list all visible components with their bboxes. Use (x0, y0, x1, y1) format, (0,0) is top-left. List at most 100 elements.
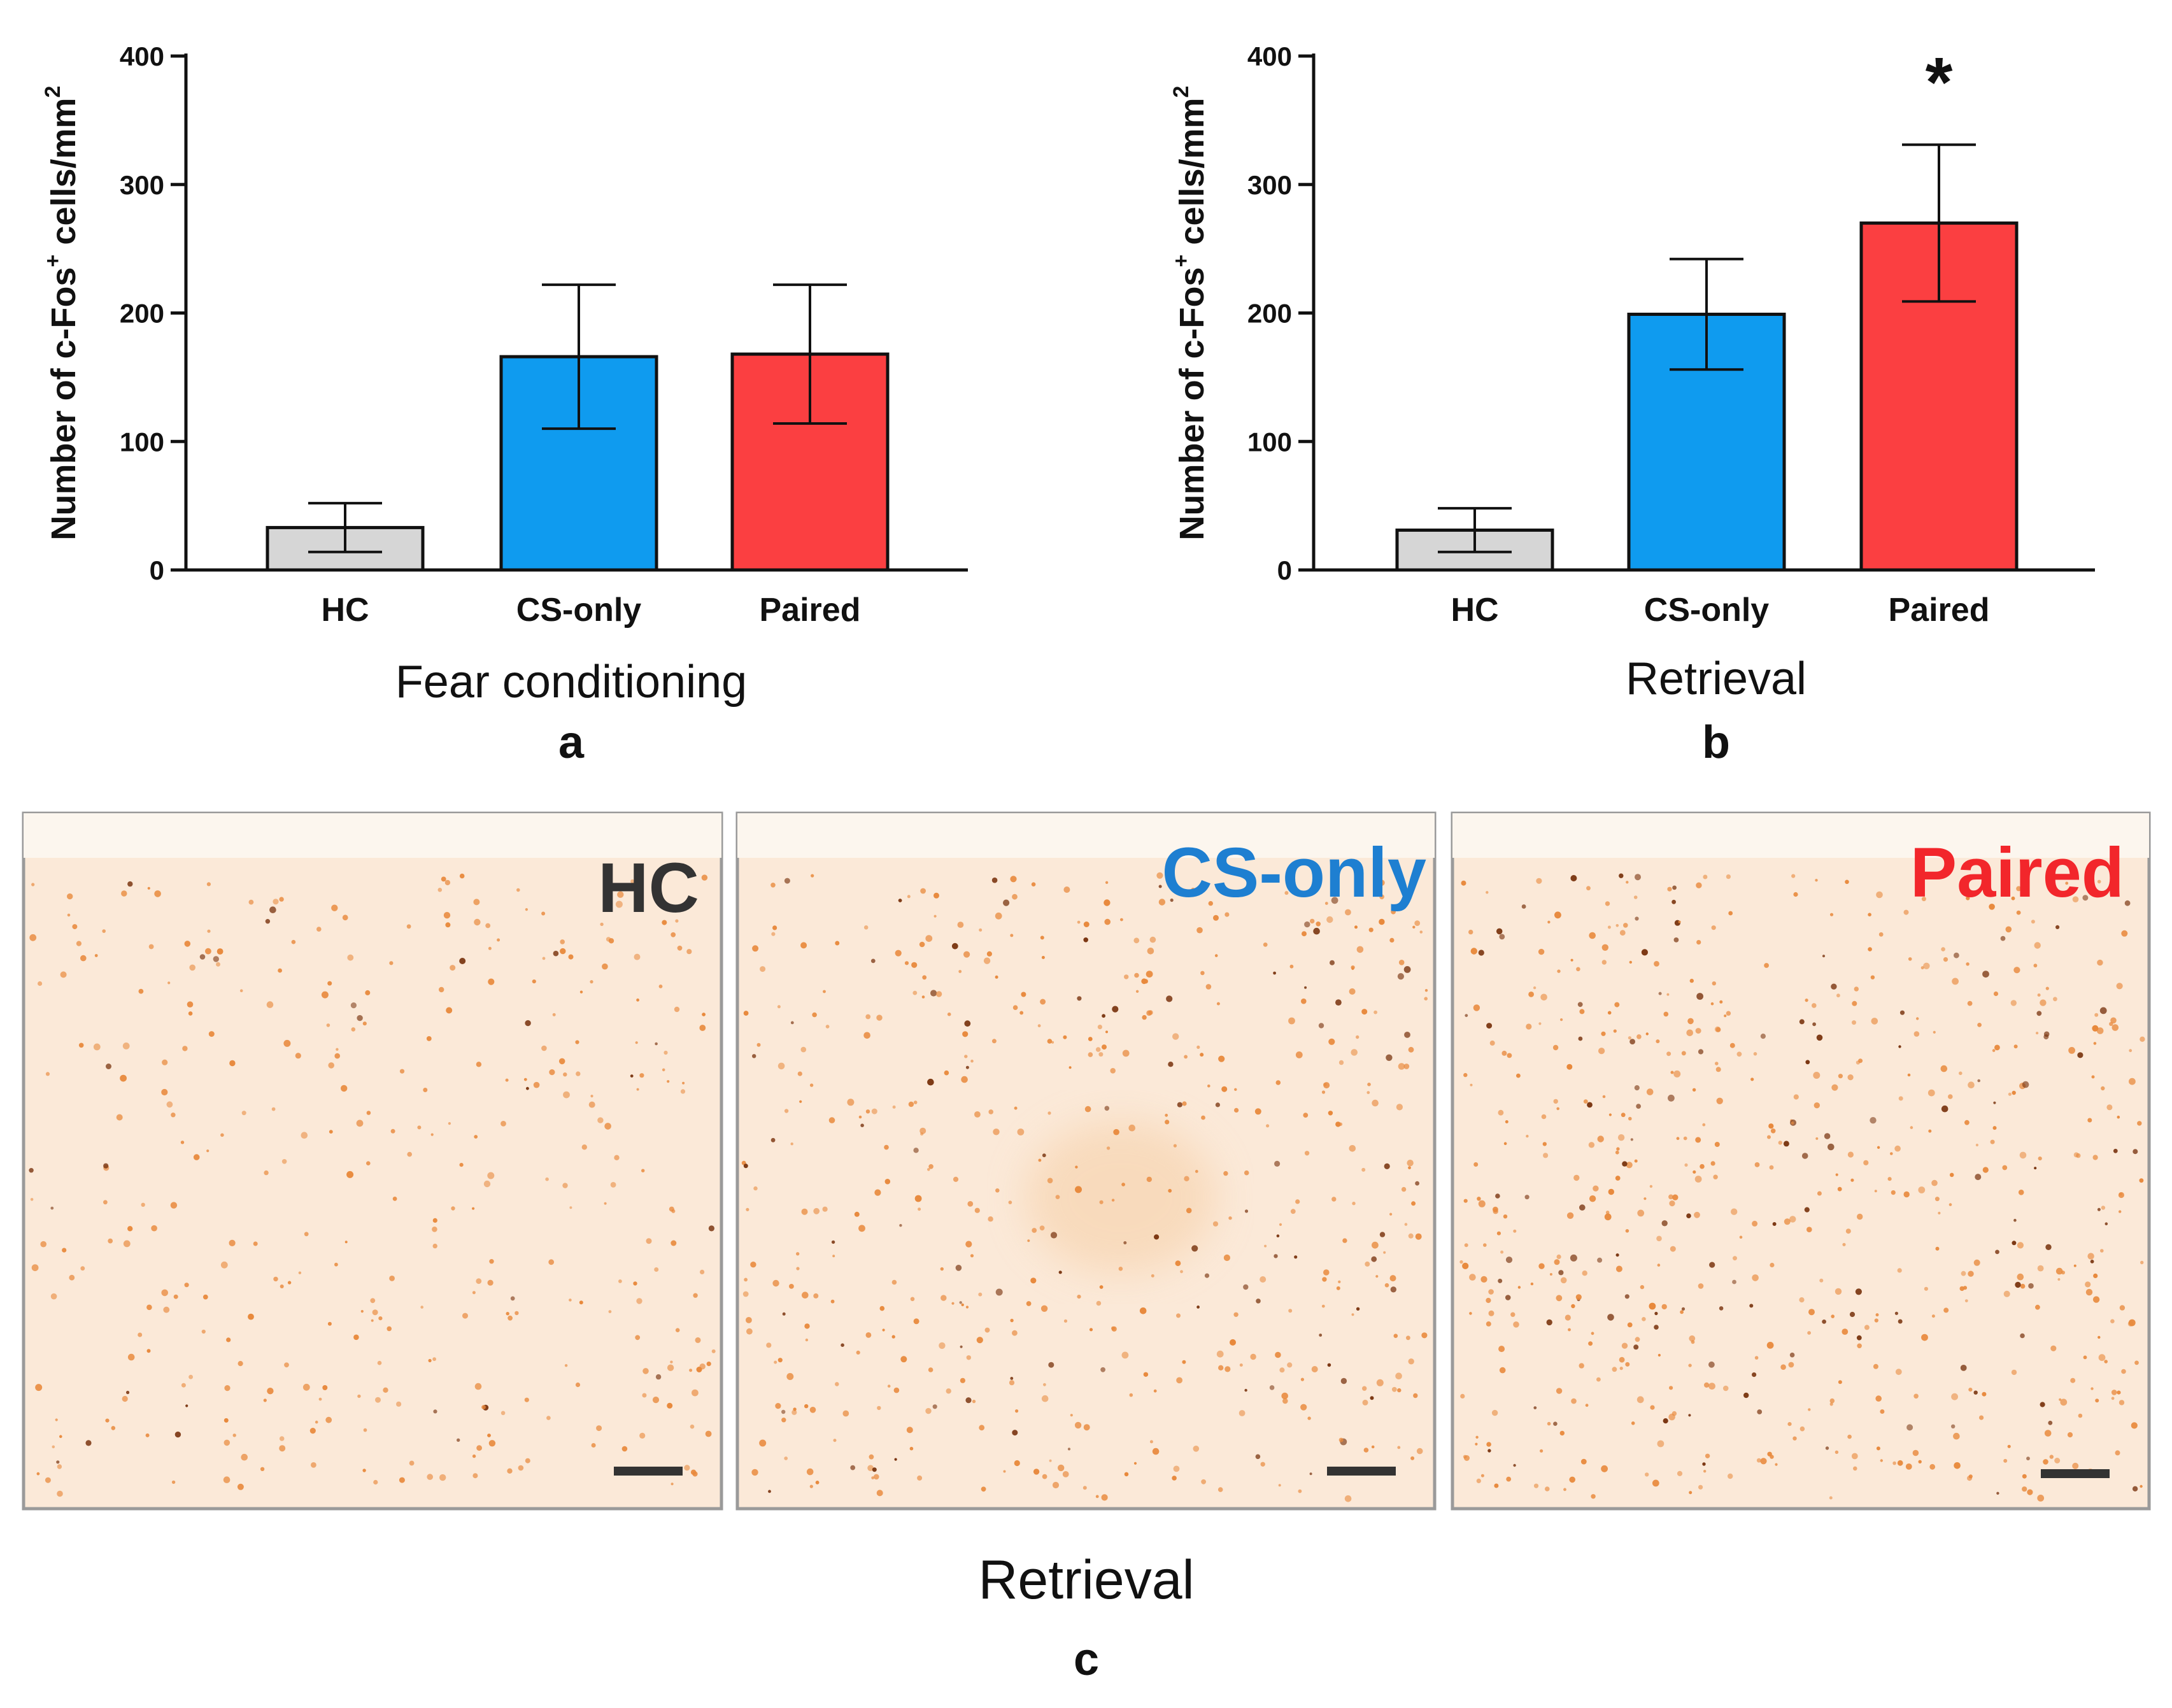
stained-cell (1372, 1099, 1379, 1107)
stained-cell (1088, 1052, 1093, 1057)
stained-cell (2072, 896, 2079, 902)
stained-cell (518, 1465, 524, 1471)
stained-cell (1003, 1470, 1006, 1473)
stained-cell (1923, 962, 1930, 970)
stained-cell (870, 958, 876, 964)
stained-cell (1008, 1200, 1012, 1204)
stained-cell (1540, 1449, 1544, 1453)
stained-cell (995, 1188, 1000, 1193)
stained-cell (1678, 920, 1681, 923)
stained-cell (1216, 1002, 1220, 1006)
stained-cell (1722, 1385, 1729, 1391)
stained-cell (2087, 1253, 2094, 1260)
stained-cell (1390, 1286, 1396, 1293)
stained-cell (1538, 1022, 1542, 1025)
stained-cell (1083, 922, 1090, 927)
stained-cell (2115, 890, 2120, 894)
stained-cell (1968, 1081, 1975, 1088)
stained-cell (2033, 964, 2038, 968)
stained-cell (280, 1285, 284, 1288)
stained-cell (1650, 1405, 1655, 1410)
stained-cell (806, 1468, 814, 1476)
stained-cell (925, 935, 933, 942)
stained-cell (928, 1367, 933, 1372)
stained-cell (122, 1395, 128, 1402)
stained-cell (711, 1349, 716, 1353)
stained-cell (2131, 1422, 2138, 1429)
stained-cell (1874, 1318, 1878, 1323)
stained-cell (1328, 1038, 1335, 1045)
stained-cell (2093, 1042, 2097, 1045)
stained-cell (1961, 1270, 1966, 1276)
stained-cell (1419, 930, 1423, 934)
stained-cell (278, 968, 282, 973)
stained-cell (1583, 1099, 1588, 1104)
stained-cell (1012, 1005, 1018, 1010)
stained-cell (662, 1068, 665, 1072)
stained-cell (667, 1402, 673, 1409)
stained-cell (1681, 1051, 1686, 1056)
stained-cell (1012, 1430, 1018, 1436)
chart-b-category-label: CS-only (1644, 592, 1770, 629)
stained-cell (120, 1074, 127, 1082)
stained-cell (789, 1284, 794, 1289)
stained-cell (291, 939, 296, 944)
stained-cell (1658, 992, 1662, 995)
stained-cell (1491, 1409, 1498, 1416)
stained-cell (1739, 1235, 1743, 1239)
stained-cell (1501, 1050, 1507, 1056)
stained-cell (1408, 1358, 1414, 1365)
stained-cell (328, 1062, 334, 1069)
stained-cell (1541, 1114, 1547, 1120)
stained-cell (1230, 1339, 1236, 1346)
stained-cell (1260, 1276, 1267, 1283)
stained-cell (1689, 1491, 1693, 1495)
stained-cell (965, 1306, 969, 1309)
stained-cell (1941, 1105, 1948, 1113)
stained-cell (1031, 882, 1036, 886)
stained-cell (1123, 1241, 1127, 1244)
stained-cell (1580, 1458, 1587, 1465)
stained-cell (972, 1399, 976, 1404)
stained-cell (1172, 1476, 1177, 1481)
stained-cell (2100, 1249, 2104, 1253)
stained-cell (1940, 1065, 1948, 1072)
stained-cell (1966, 896, 1970, 900)
stained-cell (1560, 1277, 1567, 1284)
stained-cell (1652, 1479, 1659, 1487)
stained-cell (1568, 1328, 1571, 1332)
stained-cell (1668, 1413, 1675, 1421)
stained-cell (1396, 1104, 1403, 1111)
stained-cell (1993, 1101, 1996, 1104)
stained-cell (946, 1388, 951, 1394)
stained-cell (1968, 1388, 1973, 1392)
stained-cell (1851, 1453, 1858, 1460)
stained-cell (541, 911, 546, 916)
stained-cell (1083, 1424, 1090, 1431)
stained-cell (1276, 1234, 1280, 1237)
stained-cell (911, 962, 918, 968)
stained-cell (1486, 1297, 1491, 1304)
stained-cell (759, 1439, 767, 1447)
stained-cell (1129, 1393, 1133, 1397)
stained-cell (389, 1276, 395, 1281)
stained-cell (497, 938, 500, 942)
stained-cell (1304, 986, 1307, 989)
stained-cell (443, 912, 451, 919)
stained-cell (1278, 1484, 1281, 1487)
stained-cell (1812, 1003, 1817, 1008)
stained-cell (1516, 1073, 1521, 1078)
stained-cell (1693, 1170, 1696, 1174)
stained-cell (1503, 1214, 1508, 1219)
stained-cell (1912, 1449, 1919, 1456)
stained-cell (1788, 1362, 1794, 1368)
stained-cell (533, 1081, 540, 1088)
stained-cell (831, 1240, 835, 1244)
stained-cell (1715, 1067, 1721, 1072)
stained-cell (263, 1398, 267, 1402)
stained-cell (842, 1410, 849, 1417)
stained-cell (2101, 1086, 2105, 1091)
stained-cell (302, 1383, 310, 1391)
stained-cell (1496, 928, 1503, 935)
